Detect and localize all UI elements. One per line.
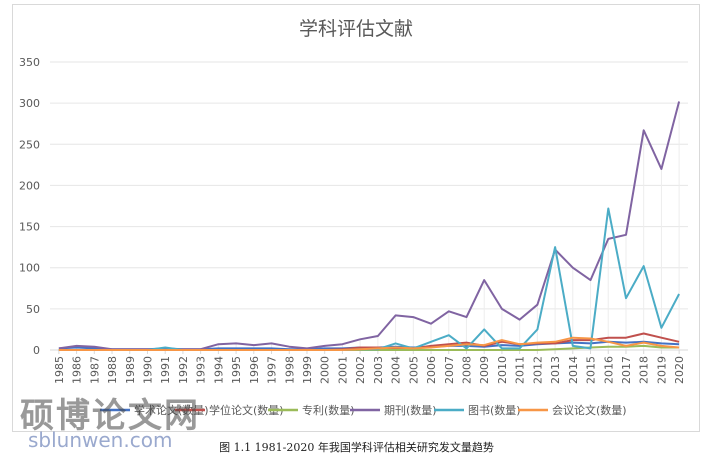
watermark-url: sblunwen.com <box>28 428 173 452</box>
x-tick-label: 2006 <box>425 356 438 384</box>
x-tick-label: 1995 <box>230 356 243 384</box>
x-tick-label: 1987 <box>88 356 101 384</box>
x-tick-label: 2002 <box>354 356 367 384</box>
x-tick-label: 1988 <box>106 356 119 384</box>
x-tick-label: 2012 <box>531 356 544 384</box>
x-tick-label: 1996 <box>248 356 261 384</box>
x-tick-label: 1999 <box>301 356 314 384</box>
x-tick-label: 1998 <box>283 356 296 384</box>
x-tick-label: 2015 <box>585 356 598 384</box>
y-axis-ticks: 0 50 100 150 200 250 300 350 <box>19 56 40 357</box>
x-tick-label: 1986 <box>71 356 84 384</box>
y-tick-label: 200 <box>19 179 40 192</box>
gridlines <box>50 61 688 351</box>
x-tick-label: 2007 <box>443 356 456 384</box>
series-line-3 <box>58 101 681 351</box>
x-tick-label: 2011 <box>514 356 527 384</box>
x-tick-label: 1997 <box>266 356 279 384</box>
x-tick-label: 1993 <box>195 356 208 384</box>
x-tick-label: 2014 <box>567 356 580 384</box>
legend-label: 专利(数量) <box>302 403 355 417</box>
watermark-chinese: 硕博论文网 <box>20 396 200 436</box>
x-tick-label: 1990 <box>141 356 154 384</box>
x-tick-label: 2005 <box>407 356 420 384</box>
legend-label: 学术论文(数量) <box>134 403 209 417</box>
x-tick-label: 1992 <box>177 356 190 384</box>
x-tick-label: 2000 <box>319 356 332 384</box>
x-tick-label: 2020 <box>673 356 686 384</box>
x-tick-label: 2004 <box>390 356 403 384</box>
x-tick-label: 2017 <box>620 356 633 384</box>
y-tick-label: 250 <box>19 138 40 151</box>
x-axis-ticks: 1985 1986 1987 1988 1989 1990 1991 1992 1993 1994… <box>53 350 686 384</box>
series-line-5 <box>58 336 680 351</box>
figure-caption: 图 1.1 1981-2020 年我国学科评估相关研究发文量趋势 <box>219 441 494 454</box>
chart-title: 学科评估文献 <box>299 18 413 40</box>
x-tick-label: 2009 <box>478 356 491 384</box>
series-lines <box>58 101 681 351</box>
x-tick-label: 2018 <box>638 356 651 384</box>
chart-frame <box>12 4 700 432</box>
legend-label: 学位论文(数量) <box>209 403 284 417</box>
y-tick-label: 50 <box>26 303 40 316</box>
x-tick-label: 2003 <box>372 356 385 384</box>
legend-label: 图书(数量) <box>468 404 521 417</box>
x-tick-label: 2001 <box>336 356 349 384</box>
legend-label: 会议论文(数量) <box>552 403 627 417</box>
x-tick-label: 2010 <box>496 356 509 384</box>
x-tick-label: 1994 <box>212 356 225 384</box>
y-tick-label: 150 <box>19 221 40 234</box>
x-tick-label: 2019 <box>655 356 668 384</box>
legend: 学术论文(数量) 学位论文(数量) 专利(数量) 期刊(数量) 图书(数量) 会议论文(数… <box>100 403 627 417</box>
y-tick-label: 300 <box>19 97 40 110</box>
x-tick-label: 1989 <box>124 356 137 384</box>
x-tick-label: 2008 <box>460 356 473 384</box>
legend-label: 期刊(数量) <box>384 404 437 417</box>
y-tick-label: 0 <box>33 344 40 357</box>
y-tick-label: 100 <box>19 262 40 275</box>
series-line-4 <box>58 207 680 351</box>
x-tick-label: 2013 <box>549 356 562 384</box>
x-tick-label: 1985 <box>53 356 66 384</box>
x-tick-label: 1991 <box>159 356 172 384</box>
x-tick-label: 2016 <box>602 356 615 384</box>
y-tick-label: 350 <box>19 56 40 69</box>
